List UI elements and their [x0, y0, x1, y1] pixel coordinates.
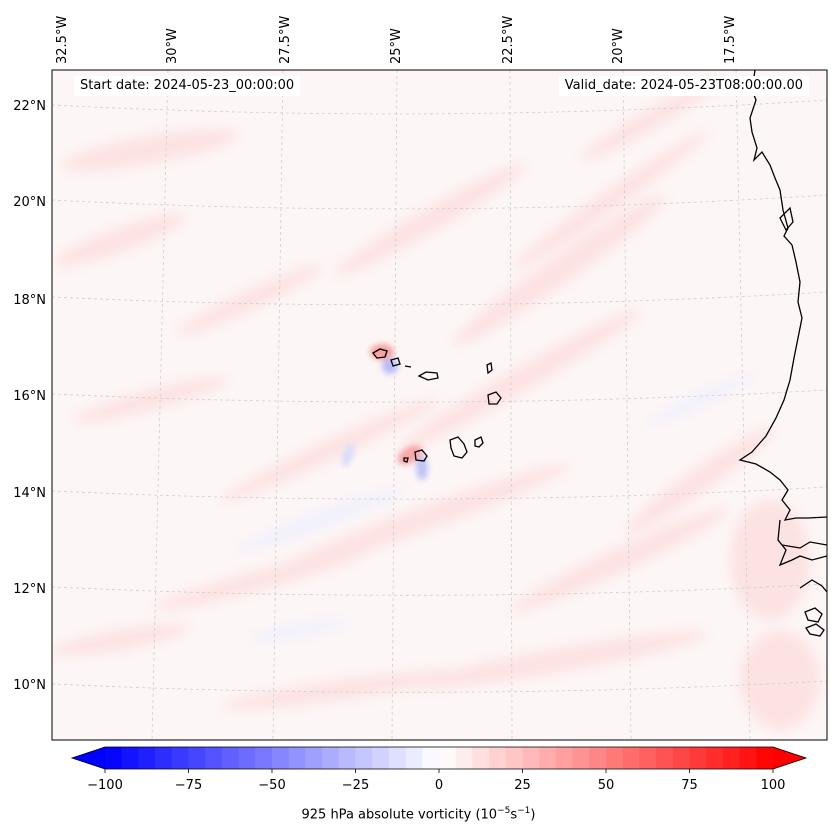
colorbar-tick-label: 100: [761, 778, 786, 793]
colorbar-segment: [505, 747, 523, 769]
colorbar-segment: [489, 747, 507, 769]
colorbar-title-exponent: −5: [497, 806, 511, 816]
colorbar-segment: [672, 747, 690, 769]
colorbar-tick-label: −50: [258, 778, 285, 793]
lat-label: 18°N: [13, 293, 46, 308]
colorbar-segment: [706, 747, 724, 769]
colorbar-segment: [756, 747, 774, 769]
colorbar-tick-label: 75: [681, 778, 698, 793]
colorbar-tick-label: 50: [598, 778, 615, 793]
colorbar-segment: [221, 747, 240, 769]
colorbar-segment: [372, 747, 390, 769]
colorbar-segment: [238, 747, 256, 769]
colorbar-segment: [288, 747, 306, 769]
colorbar-title-suffix: ): [530, 807, 536, 823]
colorbar-segment: [522, 747, 540, 769]
colorbar-segment: [722, 747, 741, 769]
colorbar-segment: [188, 747, 206, 769]
colorbar-tick-label: −100: [87, 778, 123, 793]
colorbar-segment: [138, 747, 156, 769]
colorbar-segment: [305, 747, 323, 769]
colorbar-segment: [121, 747, 139, 769]
lat-label: 22°N: [13, 99, 46, 114]
colorbar-segment: [355, 747, 373, 769]
lon-label: 22.5°W: [501, 16, 516, 64]
lon-label: 32.5°W: [55, 16, 70, 64]
colorbar-tick-label: −75: [175, 778, 202, 793]
lon-label: 30°W: [165, 28, 180, 64]
colorbar-extend-min: [72, 747, 105, 769]
colorbar-segment: [272, 747, 290, 769]
colorbar-tick-label: 25: [514, 778, 531, 793]
lat-label: 14°N: [13, 486, 46, 501]
lon-label: 25°W: [389, 28, 404, 64]
latitude-labels: 22°N 20°N 18°N 16°N 14°N 12°N 10°N: [13, 99, 46, 693]
lon-label: 20°W: [611, 28, 626, 64]
colorbar-segment: [422, 747, 440, 769]
colorbar-segment: [322, 747, 340, 769]
colorbar-tick-label: 0: [435, 778, 443, 793]
valid-date-annotation: Valid_date: 2024-05-23T08:00:00.00: [558, 76, 809, 96]
colorbar-segment: [155, 747, 173, 769]
colorbar-segment: [739, 747, 757, 769]
colorbar-segment: [405, 747, 423, 769]
colorbar-title-exponent: −1: [517, 806, 531, 816]
colorbar-segment: [555, 747, 574, 769]
lon-label: 17.5°W: [723, 16, 738, 64]
colorbar-segment: [255, 747, 273, 769]
colorbar-segment: [539, 747, 557, 769]
colorbar-segment: [656, 747, 674, 769]
colorbar-title-prefix: 925 hPa absolute vorticity (10: [301, 807, 498, 823]
colorbar-title: 925 hPa absolute vorticity (10−5s−1): [0, 806, 837, 822]
vorticity-field: [52, 79, 820, 730]
colorbar-segment: [105, 747, 123, 769]
colorbar-segment: [606, 747, 624, 769]
colorbar-segment: [171, 747, 189, 769]
gridlines: [52, 70, 827, 740]
lat-label: 10°N: [13, 678, 46, 693]
colorbar-segment: [472, 747, 490, 769]
colorbar-segment: [455, 747, 473, 769]
colorbar-segment: [439, 747, 457, 769]
colorbar-ticks: −100 −75 −50 −25 0 25 50 75 100: [87, 769, 785, 793]
lon-label: 27.5°W: [278, 16, 293, 64]
colorbar-segment: [388, 747, 407, 769]
colorbar-tick-label: −25: [342, 778, 369, 793]
colorbar-extend-max: [773, 747, 806, 769]
colorbar: [70, 746, 808, 770]
colorbar-segment: [572, 747, 590, 769]
colorbar-segment: [622, 747, 640, 769]
coastlines: [372, 70, 827, 637]
colorbar-segment: [689, 747, 707, 769]
colorbar-segment: [338, 747, 356, 769]
start-date-annotation: Start date: 2024-05-23_00:00:00: [74, 76, 301, 96]
colorbar-segment: [639, 747, 657, 769]
lat-label: 20°N: [13, 195, 46, 210]
colorbar-title-unit: s: [510, 807, 518, 823]
colorbar-segment: [589, 747, 607, 769]
lat-label: 16°N: [13, 389, 46, 404]
colorbar-segment: [205, 747, 223, 769]
longitude-labels: 32.5°W 30°W 27.5°W 25°W 22.5°W 20°W 17.5…: [55, 16, 738, 64]
map-frame: [51, 69, 828, 741]
lat-label: 12°N: [13, 582, 46, 597]
